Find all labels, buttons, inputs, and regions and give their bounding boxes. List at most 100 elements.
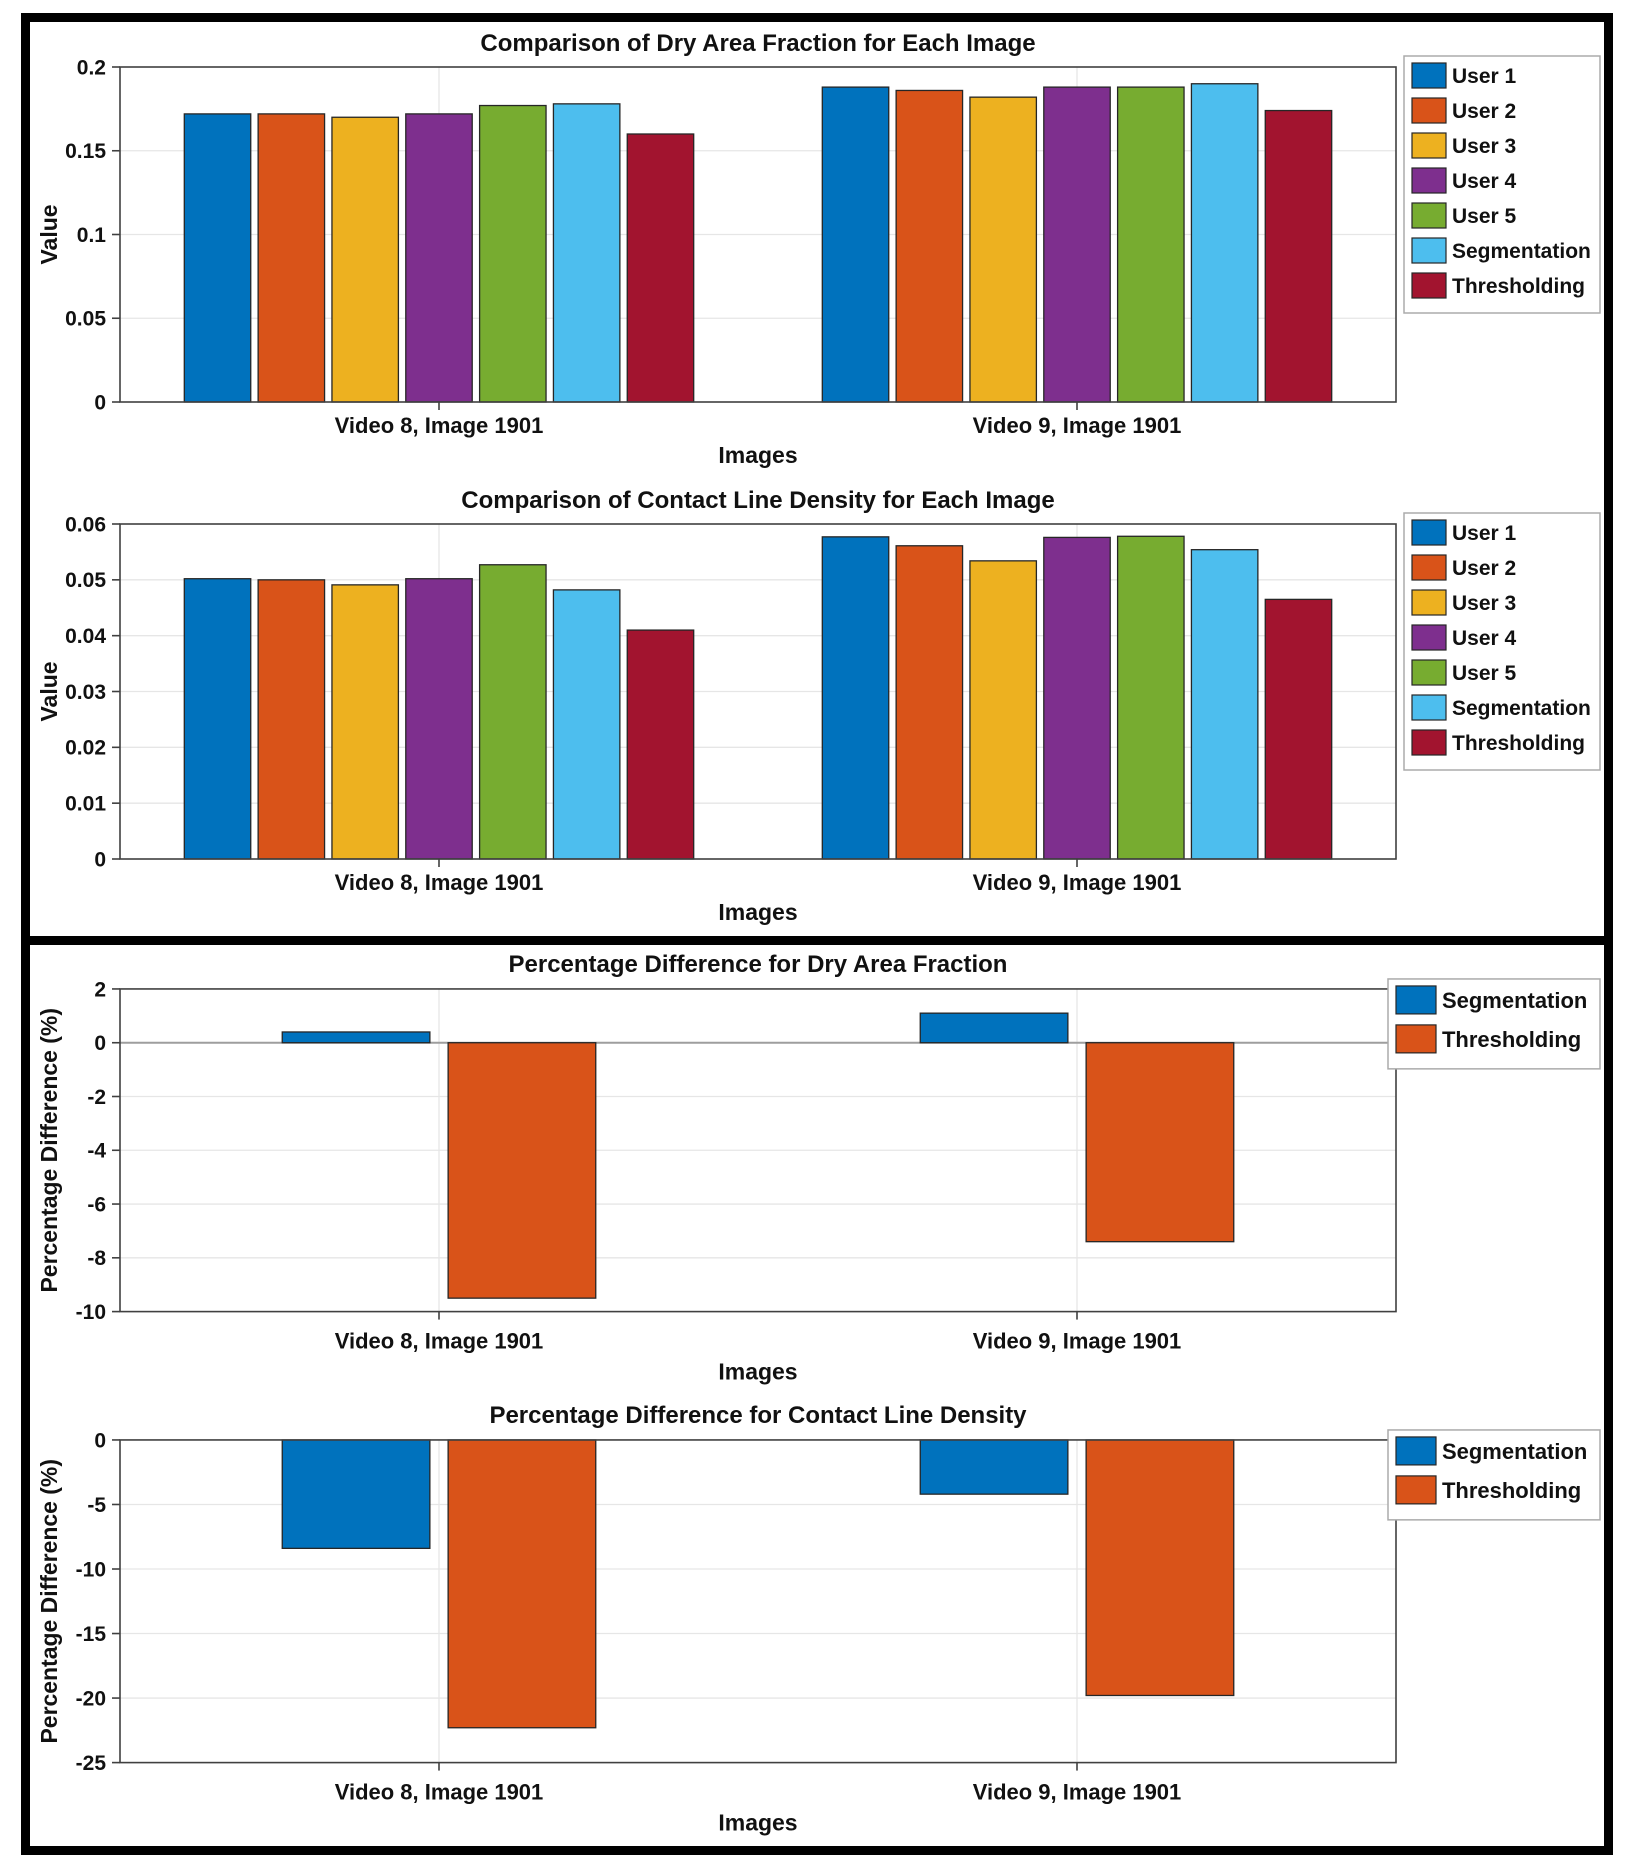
legend-label-segmentation: Segmentation [1452,240,1591,263]
chart-title: Percentage Difference for Contact Line D… [489,1401,1027,1428]
y-tick-label: 0 [94,1032,106,1055]
bar-user-3-group-1 [331,116,400,403]
y-tick-label: 0 [94,391,106,414]
chart-pct-diff-contact-line-density-svg: -25 -20 -15 -10 -5 0 Video 8, Image 1901 Video … [36,1401,1601,1835]
legend-swatch-user-1 [1411,62,1447,89]
legend-label-segmentation: Segmentation [1452,697,1591,720]
bar-thresholding-group-1 [447,1438,597,1728]
y-tick-label: 0 [94,1429,106,1452]
legend-swatch-user-3 [1411,132,1447,159]
bar-user-3-group-2 [969,96,1038,403]
bar-thresholding-group-2 [1085,1438,1235,1696]
x-category-label: Video 9, Image 1901 [973,1329,1182,1354]
bar-thresholding-group-2 [1264,598,1333,860]
legend-swatch-user-4 [1411,624,1447,651]
legend-label-segmentation: Segmentation [1442,1438,1587,1463]
bar-user-1-group-1 [183,113,252,403]
chart-pct-diff-contact-line-density: -25 -20 -15 -10 -5 0 Video 8, Image 1901 Video … [30,1396,1604,1847]
chart-pct-diff-dry-area-fraction-svg: -10 -8 -6 -4 -2 0 2 Video 8, Image 1901 Video 9,… [36,951,1601,1385]
x-category-label: Video 9, Image 1901 [973,870,1182,895]
bar-user-2-group-1 [257,113,326,403]
legend-swatch-segmentation [1411,237,1447,264]
legend-label-user-4: User 4 [1452,170,1517,193]
legend-label-segmentation: Segmentation [1442,988,1587,1013]
bar-user-4-group-2 [1043,86,1111,403]
bar-user-3-group-1 [331,584,400,860]
bar-thresholding-group-1 [626,629,695,860]
bar-user-3-group-2 [969,560,1038,860]
bar-segmentation-group-2 [919,1012,1069,1044]
y-tick-label: 0.2 [77,56,106,79]
y-tick-label: -20 [76,1687,106,1710]
y-tick-label: -6 [87,1193,106,1216]
x-category-label: Video 9, Image 1901 [973,1779,1182,1804]
legend-swatch-segmentation [1395,985,1437,1015]
legend-swatch-user-4 [1411,167,1447,194]
y-axis-label: Value [36,661,62,721]
y-tick-label: 0.04 [65,625,106,648]
y-tick-label: -10 [76,1558,106,1581]
legend-label-user-1: User 1 [1452,522,1517,545]
bar-segmentation-group-1 [552,589,621,860]
legend-swatch-thresholding [1395,1024,1437,1054]
chart-pct-diff-dry-area-fraction: -10 -8 -6 -4 -2 0 2 Video 8, Image 1901 Video 9,… [30,945,1604,1396]
bar-user-1-group-2 [821,536,890,860]
panel-divider [30,936,1604,945]
bar-user-2-group-1 [257,579,326,860]
y-tick-label: 0.02 [65,737,106,760]
y-tick-label: 2 [94,978,106,1001]
x-axis-label: Images [718,899,797,925]
x-category-label: Video 8, Image 1901 [335,413,544,438]
figure-root: 0 0.05 0.1 0.15 0.2 Video 8, Image 1901 Video … [21,13,1613,1855]
legend-swatch-user-5 [1411,659,1447,686]
legend-label-user-3: User 3 [1452,592,1516,615]
bar-user-5-group-1 [478,104,547,403]
y-tick-label: 0.05 [65,569,106,592]
y-tick-label: 0.01 [65,793,106,816]
bar-user-4-group-1 [405,578,473,860]
y-tick-label: -4 [87,1140,106,1163]
x-category-label: Video 8, Image 1901 [335,1329,544,1354]
legend-label-user-1: User 1 [1452,65,1517,88]
chart-dry-area-fraction-svg: 0 0.05 0.1 0.15 0.2 Video 8, Image 1901 Video … [36,30,1601,468]
legend-label-user-3: User 3 [1452,135,1516,158]
chart-title: Comparison of Dry Area Fraction for Each… [480,30,1035,57]
bar-user-5-group-1 [478,564,547,860]
y-tick-label: -15 [76,1622,107,1645]
legend-swatch-segmentation [1395,1435,1437,1466]
bar-user-2-group-2 [895,89,964,403]
legend-label-thresholding: Thresholding [1452,732,1585,755]
panel-percentage-difference-charts: -10 -8 -6 -4 -2 0 2 Video 8, Image 1901 Video 9,… [30,945,1604,1846]
legend-swatch-thresholding [1411,729,1447,756]
legend-swatch-segmentation [1411,694,1447,721]
bar-segmentation-group-1 [281,1031,431,1044]
y-tick-label: 0.1 [77,224,107,247]
legend-label-user-5: User 5 [1452,662,1517,685]
y-tick-label: -8 [87,1247,106,1270]
legend-label-user-2: User 2 [1452,100,1516,123]
x-category-label: Video 9, Image 1901 [973,413,1182,438]
legend-label-thresholding: Thresholding [1442,1477,1581,1502]
legend-swatch-user-5 [1411,202,1447,229]
legend-label-user-2: User 2 [1452,557,1516,580]
bar-segmentation-group-1 [552,103,621,403]
bar-user-5-group-2 [1116,86,1185,403]
y-axis-label: Percentage Difference (%) [36,1008,62,1292]
bar-user-2-group-2 [895,545,964,860]
legend-swatch-user-1 [1411,519,1447,546]
chart-title: Comparison of Contact Line Density for E… [461,487,1054,514]
y-tick-label: 0.15 [65,140,106,163]
legend-label-thresholding: Thresholding [1452,275,1585,298]
bar-user-4-group-2 [1043,536,1111,860]
legend-swatch-thresholding [1411,272,1447,299]
x-category-label: Video 8, Image 1901 [335,1779,544,1804]
legend-label-user-4: User 4 [1452,627,1517,650]
bar-thresholding-group-1 [626,133,695,403]
legend-swatch-user-2 [1411,554,1447,581]
y-tick-label: 0.06 [65,513,106,536]
bar-segmentation-group-2 [919,1438,1069,1495]
bar-segmentation-group-1 [281,1438,431,1549]
y-tick-label: 0 [94,848,106,871]
bar-user-1-group-1 [183,578,252,860]
y-tick-label: -5 [87,1493,106,1516]
